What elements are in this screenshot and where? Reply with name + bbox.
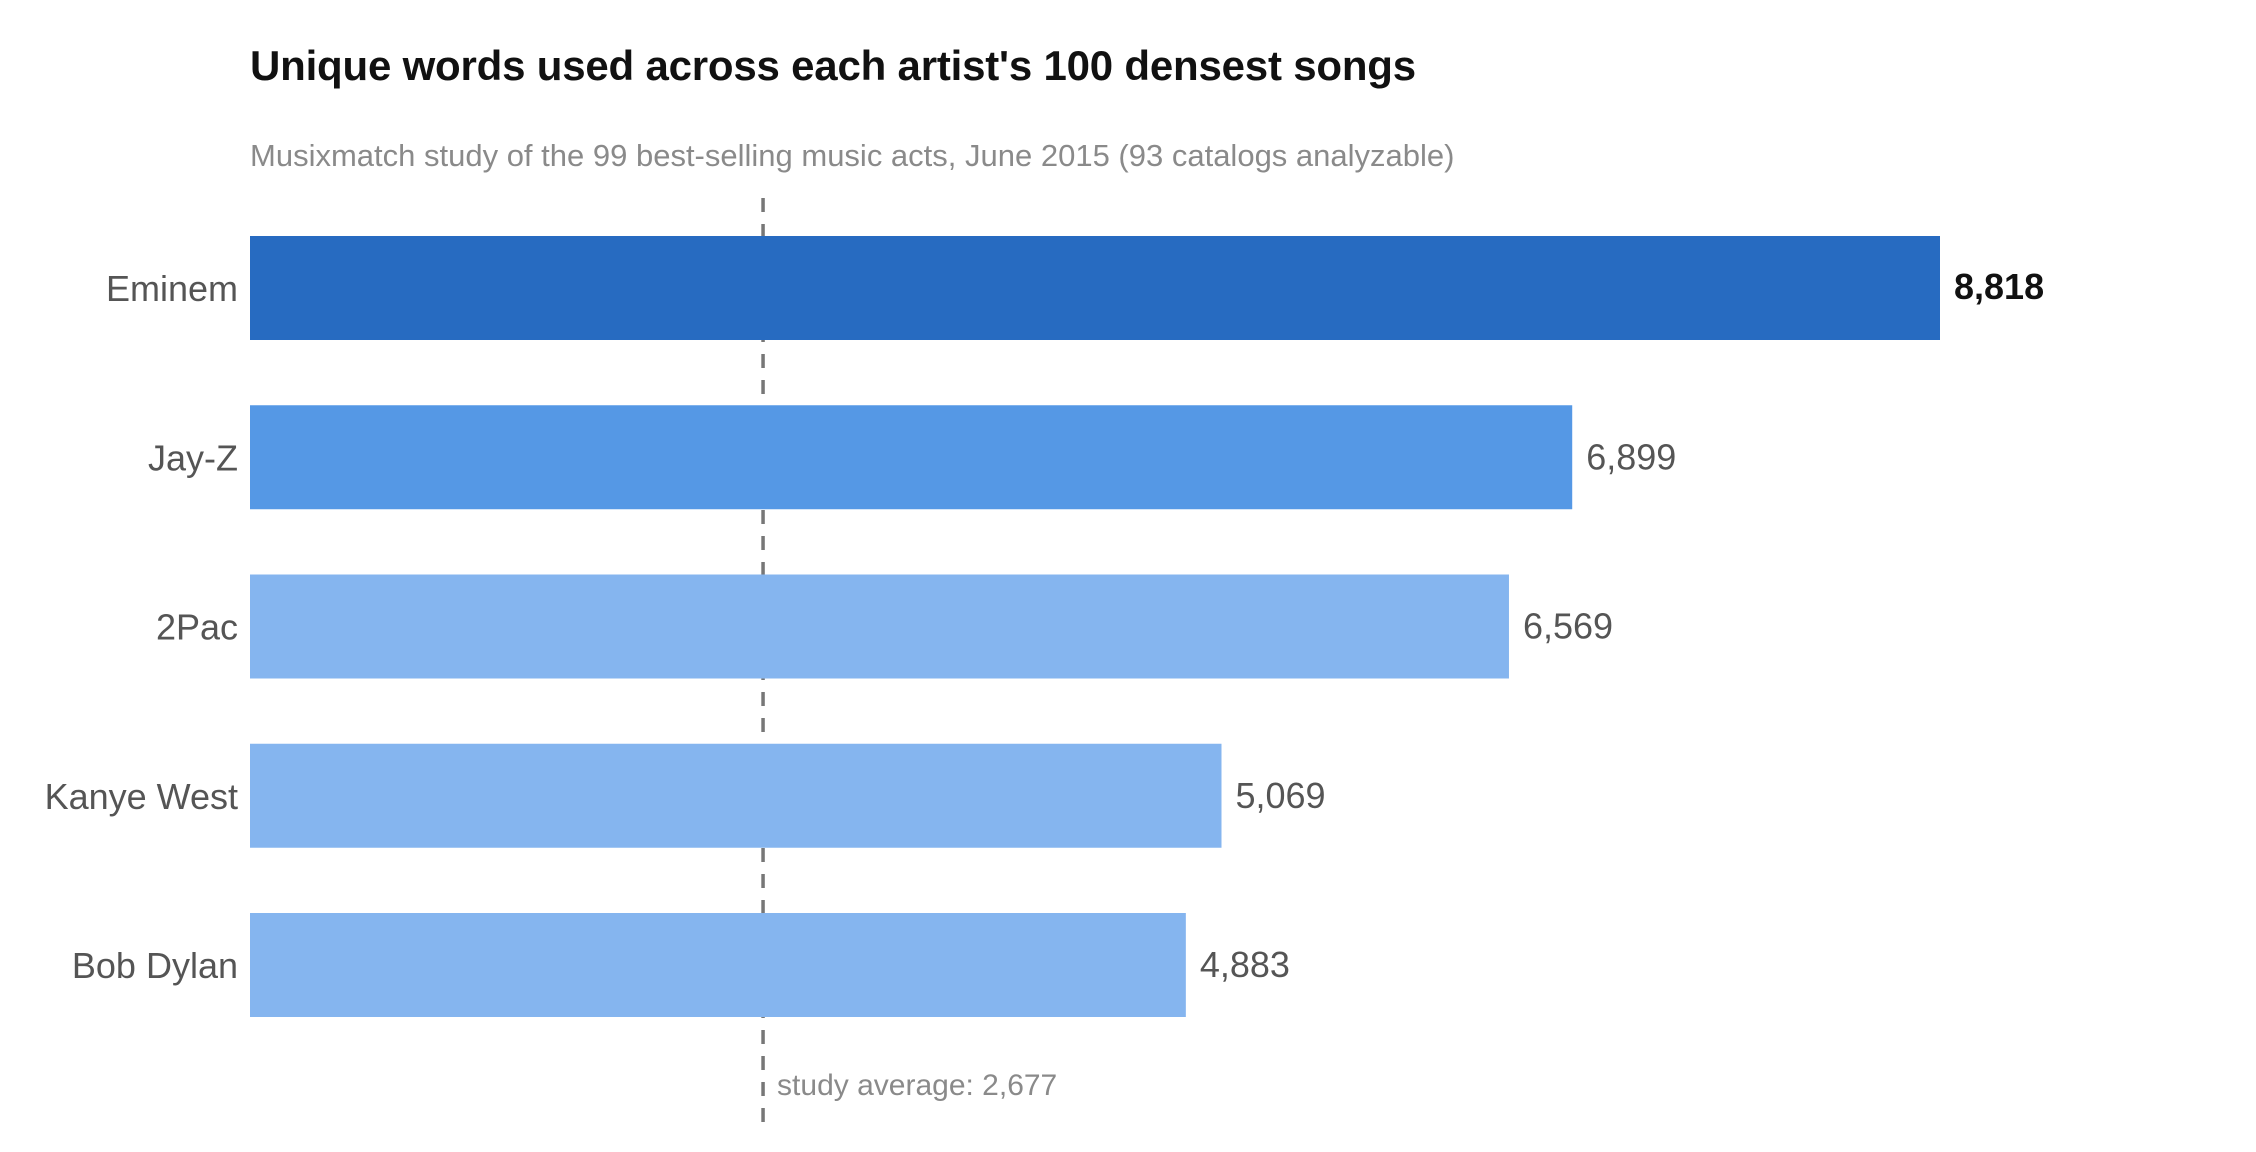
bar-2pac <box>250 574 1509 679</box>
category-label-jay-z: Jay-Z <box>148 437 238 478</box>
value-label-jay-z: 6,899 <box>1586 436 1676 477</box>
value-label-2pac: 6,569 <box>1523 606 1613 647</box>
chart-subtitle: Musixmatch study of the 99 best-selling … <box>250 138 1455 173</box>
value-label-eminem: 8,818 <box>1954 266 2044 307</box>
bar-kanye-west <box>250 743 1222 848</box>
bar-eminem <box>250 236 1940 340</box>
reference-line-label: study average: 2,677 <box>777 1069 1057 1102</box>
value-label-bob-dylan: 4,883 <box>1200 944 1290 985</box>
bar-bob-dylan <box>250 913 1186 1017</box>
category-label-kanye-west: Kanye West <box>45 776 238 817</box>
labels: study average: 2,677 Eminem 8,818 Jay-Z 6,89… <box>45 266 2045 1102</box>
category-label-2pac: 2Pac <box>156 607 238 648</box>
chart-title: Unique words used across each artist's 1… <box>250 42 1416 89</box>
category-label-bob-dylan: Bob Dylan <box>72 945 238 986</box>
category-label-eminem: Eminem <box>106 268 238 309</box>
value-label-kanye-west: 5,069 <box>1235 775 1325 816</box>
bars <box>250 236 1940 1017</box>
bar-jay-z <box>250 405 1573 510</box>
